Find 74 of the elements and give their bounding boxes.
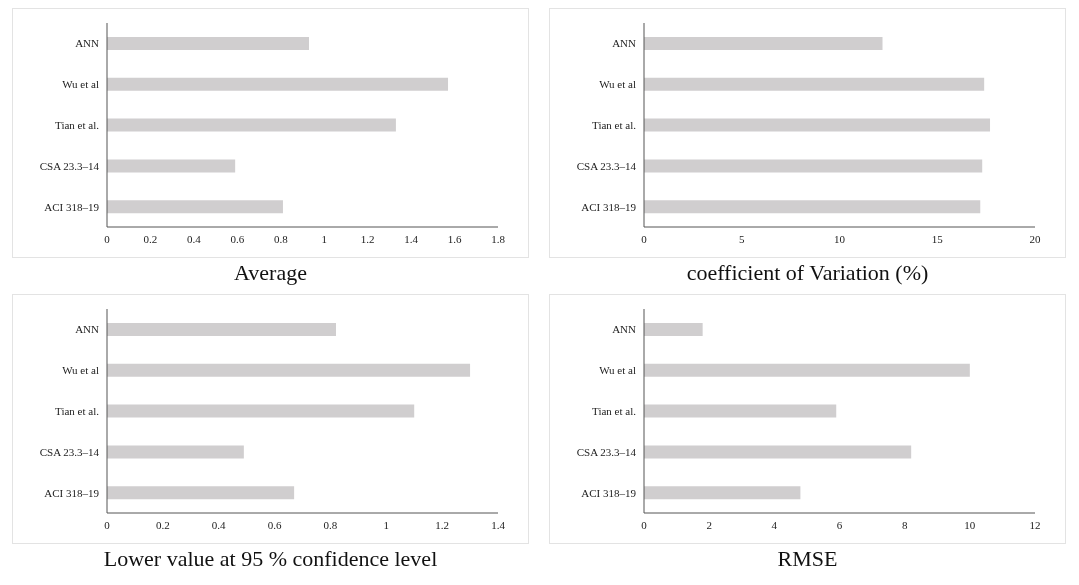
y-tick-label: ANN [612,323,637,336]
text: coefficient of Variation (%) [686,259,929,287]
x-tick-label: 4 [771,518,778,531]
y-tick-label: ACI 318–19 [581,200,637,213]
x-tick-label: 1.4 [404,232,419,245]
x-tick-label: 0 [641,518,648,531]
y-tick-label: Wu et al [599,364,636,377]
x-tick-label: 0.4 [187,232,202,245]
y-tick-label: ANN [75,323,100,336]
x-tick-label: 0.6 [267,518,282,531]
x-tick-label: 0.6 [230,232,245,245]
text: Average [234,259,307,287]
y-tick-label: Tian et al. [592,118,637,131]
x-tick-label: 0 [641,232,648,245]
text: Lower value at 95 % confidence level [103,545,438,573]
x-tick-label: 20 [1029,232,1041,245]
y-tick-label: ANN [612,37,637,50]
x-tick-label: 1.6 [447,232,462,245]
bar [644,77,985,91]
y-tick-label: Tian et al. [55,404,100,417]
bar [107,159,236,173]
y-tick-label: Wu et al [62,364,99,377]
bar [644,486,801,500]
x-tick-label: 8 [901,518,908,531]
y-tick-label: ANN [75,37,100,50]
y-tick-label: ACI 318–19 [44,486,100,499]
x-tick-label: 0.8 [323,518,338,531]
bar [107,363,471,377]
bar [644,37,883,50]
x-tick-label: 12 [1029,518,1041,531]
y-tick-label: Wu et al [62,78,99,91]
bar [644,445,912,459]
x-tick-label: 1 [321,232,327,245]
x-tick-label: 1.2 [360,232,375,245]
x-tick-label: 0 [104,518,111,531]
y-tick-label: CSA 23.3–14 [576,445,637,458]
x-tick-label: 6 [836,518,843,531]
bar [644,200,981,214]
x-tick-label: 10 [834,232,846,245]
x-tick-label: 0.4 [211,518,227,531]
x-tick-label: 0.2 [155,518,170,531]
bar [644,118,991,132]
y-tick-label: Tian et al. [592,404,637,417]
x-tick-label: 1.2 [435,518,450,531]
x-tick-label: 10 [964,518,976,531]
x-tick-label: 0.2 [143,232,158,245]
bar [644,404,837,418]
bar [107,118,396,132]
bar [107,77,449,91]
y-tick-label: ACI 318–19 [44,200,100,213]
bar [644,323,703,336]
x-tick-label: 1 [383,518,390,531]
bar [107,37,310,50]
x-tick-label: 1.8 [491,232,506,245]
x-tick-label: 2 [706,518,712,531]
x-tick-label: 1.4 [491,518,506,531]
x-tick-label: 5 [739,232,745,245]
bar [107,200,283,214]
y-tick-label: CSA 23.3–14 [39,445,100,458]
bar [107,404,415,418]
x-tick-label: 15 [931,232,944,245]
y-tick-label: ACI 318–19 [581,486,637,499]
y-tick-label: CSA 23.3–14 [576,159,637,172]
bar [107,445,244,459]
bar [107,323,337,336]
x-tick-label: 0 [104,232,111,245]
x-tick-label: 0.8 [273,232,289,245]
y-tick-label: Wu et al [599,78,636,91]
bar [644,159,983,173]
bar [644,363,970,377]
y-tick-label: CSA 23.3–14 [39,159,100,172]
bar [107,486,295,500]
y-tick-label: Tian et al. [55,118,100,131]
text: RMSE [777,545,838,573]
